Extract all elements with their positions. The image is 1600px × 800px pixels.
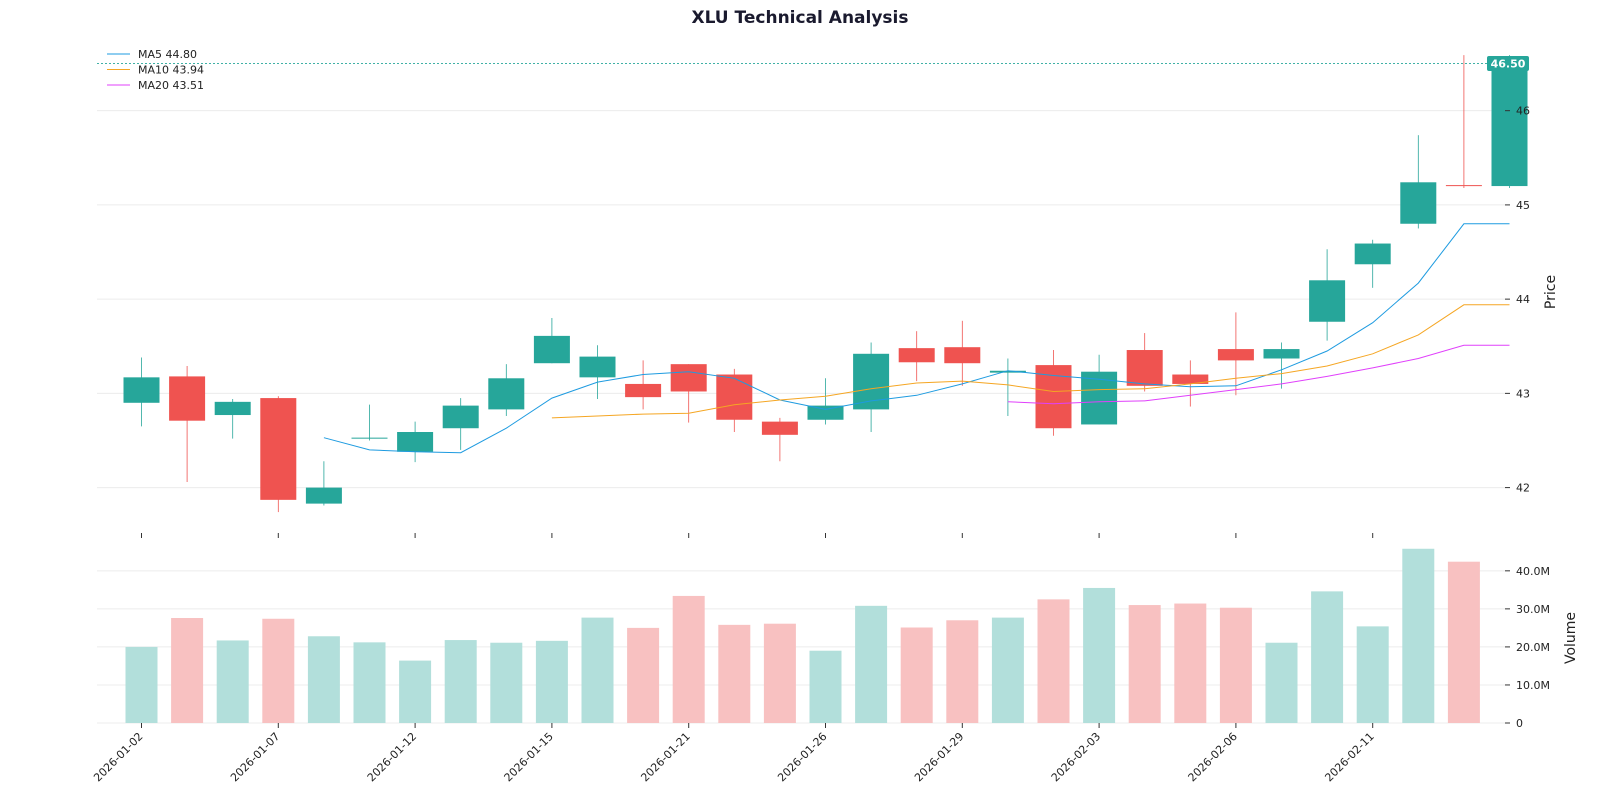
last-price-label: 46.50 [1491,58,1526,71]
candle-body-down [169,376,206,421]
candle-body-up [1309,280,1346,322]
volume-tick-label: 30.0M [1516,603,1550,616]
volume-bar [307,636,340,723]
price-axis-label: Price [1543,275,1559,309]
last-price-marker: 46.50 [97,56,1529,72]
date-tick-label: 2026-01-15 [502,730,556,784]
date-tick-label: 2026-01-26 [775,730,829,784]
candle-body-up [807,405,844,420]
ma20-line [1007,344,1510,405]
candle-body-up [533,335,570,364]
volume-axis-label: Volume [1563,612,1579,664]
legend-label: MA5 44.80 [138,48,197,61]
volume-bar [1128,605,1161,723]
price-tick-label: 44 [1516,293,1530,306]
volume-bar [125,646,158,723]
price-tick-label: 42 [1516,482,1530,495]
volume-tick-label: 10.0M [1516,679,1550,692]
candle-body-down [1445,185,1482,187]
candle-body-down [944,347,981,364]
chart-title: XLU Technical Analysis [691,8,908,28]
candle-body-up [853,353,890,410]
candle-body-up [123,377,160,403]
volume-tick-label: 20.0M [1516,641,1550,654]
volume-bar [900,627,933,723]
volume-bar [535,640,568,723]
candle-body-down [898,348,935,363]
candle-body-down [1217,349,1254,361]
volume-bar [1447,561,1480,723]
candle-body-down [625,383,662,398]
candlesticks [123,55,1528,513]
volume-bar [855,605,888,723]
candle-body-up [488,378,525,410]
volume-bar [444,640,477,723]
price-tick-label: 45 [1516,199,1530,212]
candle-body-up [989,370,1026,373]
ma5-line [323,223,1510,454]
volume-bar [1311,591,1344,723]
candle-body-down [260,398,297,500]
volume-bar [262,618,295,723]
legend-label: MA20 43.51 [138,79,204,92]
volume-bar [216,640,249,723]
candle-body-up [1354,243,1391,265]
price-axis: 42 43 44 45 46 [1505,105,1530,495]
candle-body-up [305,487,342,504]
volume-bar [946,620,979,723]
volume-bar [353,642,386,723]
legend: MA5 44.80 MA10 43.94 MA20 43.51 [107,48,204,92]
candle-body-up [351,437,388,439]
candle-body-down [1172,374,1209,384]
candle-body-up [214,401,251,416]
candle-body-down [1126,350,1163,386]
candle-body-down [761,421,798,435]
volume-bar [809,650,842,723]
ma10-line [551,304,1510,419]
date-tick-label: 2026-01-29 [912,730,966,784]
volume-bar [399,660,432,723]
candle-body-up [579,356,616,378]
date-tick-label: 2026-02-06 [1186,730,1240,784]
volume-bar [1083,587,1116,723]
volume-bar [672,595,705,723]
volume-bar [718,624,751,723]
volume-bar [1402,548,1435,723]
volume-bar [1219,607,1252,723]
candle-body-down [716,374,753,420]
volume-bar [1265,642,1298,723]
candle-body-down [670,364,707,392]
volume-bar [171,618,204,723]
candle-body-up [397,432,434,452]
volume-bar [1037,599,1070,723]
volume-bar [581,617,614,723]
price-tick-label: 46 [1516,105,1530,118]
volume-bar [1356,626,1389,723]
price-grid [97,110,1505,489]
moving-average-lines [323,223,1510,454]
candle-body-up [1491,63,1528,187]
legend-label: MA10 43.94 [138,64,204,77]
volume-bar [763,623,796,723]
date-tick-label: 2026-01-07 [228,730,282,784]
date-tick-label: 2026-02-11 [1322,730,1376,784]
volume-bar [627,627,660,723]
volume-bar [490,642,523,723]
date-tick-label: 2026-01-21 [638,730,692,784]
last-price-badge [1487,56,1529,72]
candle-body-up [1263,349,1300,359]
candle-body-up [1400,182,1437,224]
volume-bar [1174,603,1207,723]
volume-bars [125,548,1480,723]
price-tick-label: 43 [1516,387,1530,400]
volume-bar [991,617,1024,723]
volume-axis: 0 10.0M 20.0M 30.0M 40.0M [1505,565,1550,730]
volume-tick-label: 0 [1516,717,1523,730]
date-tick-label: 2026-02-03 [1049,730,1103,784]
date-tick-label: 2026-01-12 [365,730,419,784]
date-tick-label: 2026-01-02 [91,730,145,784]
volume-tick-label: 40.0M [1516,565,1550,578]
candle-body-up [442,405,479,429]
